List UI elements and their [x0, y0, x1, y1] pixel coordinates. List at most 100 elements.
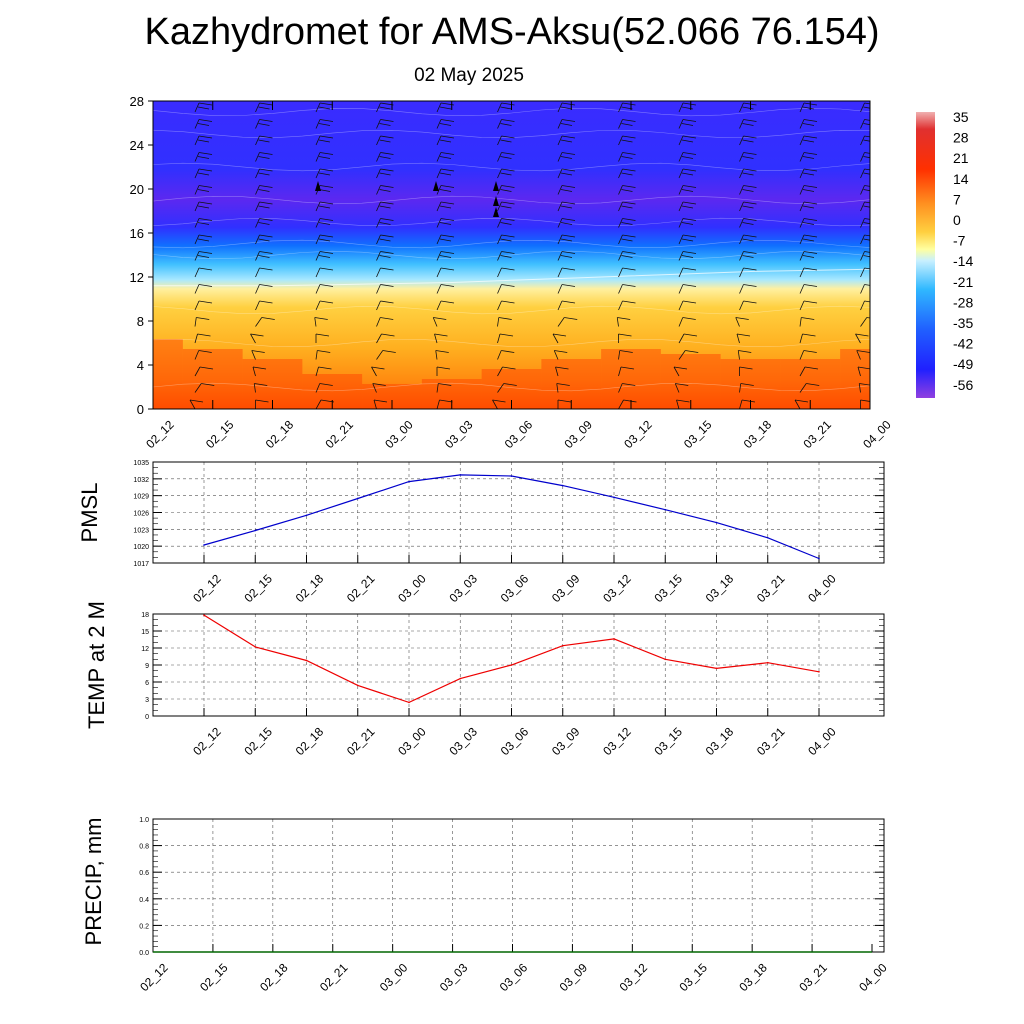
wind-barb-feather — [561, 119, 576, 122]
wind-barb-feather — [319, 284, 334, 287]
y-tick-label: 1029 — [133, 494, 149, 501]
wind-barb-feather — [198, 168, 213, 172]
wind-barb-staff — [856, 350, 861, 360]
wind-barb-staff — [497, 135, 502, 146]
wind-barb-feather — [863, 106, 870, 109]
wind-barb-feather — [439, 205, 452, 209]
wind-barb-feather — [198, 350, 212, 353]
wind-barb-feather — [857, 366, 870, 370]
wind-barb-staff — [250, 333, 256, 344]
wind-barb-feather — [802, 156, 815, 159]
wind-barb-staff — [678, 317, 684, 327]
data-point — [408, 480, 410, 483]
wind-barb-staff — [799, 366, 806, 377]
wind-barb-feather — [866, 317, 870, 319]
wind-barb-staff — [194, 135, 200, 146]
wind-barb-feather — [500, 172, 512, 176]
colorbar-label: -35 — [953, 315, 973, 331]
wind-barb-staff — [678, 119, 684, 129]
y-tick-label: 28 — [130, 94, 144, 109]
wind-barb-feather — [319, 383, 333, 386]
wind-barb-staff — [799, 218, 805, 228]
wind-barb-feather — [318, 172, 331, 176]
wind-barb-feather — [319, 102, 334, 106]
wind-barb-feather — [379, 255, 391, 258]
x-tick-label: 03_00 — [382, 417, 416, 451]
wind-barb-staff — [799, 284, 805, 294]
x-tick-label: 03_12 — [600, 724, 634, 758]
wind-barb-staff — [557, 168, 563, 179]
y-axis-title: TEMP at 2 M — [84, 601, 109, 729]
temperature-cross-section: 0 4 8 12 16 20 24 28 02_12 02_15 02_18 02_21 03_00 03… — [130, 94, 894, 451]
wind-barb-feather — [258, 106, 270, 110]
wind-barb-staff — [618, 383, 623, 393]
page-title: Kazhydromet for AMS-Aksu(52.066 76.154) — [144, 11, 880, 53]
x-tick-label: 03_18 — [703, 571, 737, 605]
wind-barb-feather — [258, 189, 270, 192]
wind-barb-staff — [860, 135, 865, 146]
wind-barb-staff — [255, 317, 263, 327]
wind-barb-feather — [379, 238, 391, 242]
wind-barb-staff — [618, 267, 623, 278]
wind-barb-feather — [501, 102, 515, 106]
wind-barb-feather — [681, 123, 694, 126]
wind-barb-staff — [739, 267, 744, 278]
wind-barb-feather — [802, 172, 815, 176]
wind-barb-staff — [557, 119, 563, 129]
wind-barb-feather — [319, 201, 334, 205]
wind-barb-staff — [194, 201, 200, 212]
y-tick-label: 20 — [130, 182, 144, 197]
wind-barb-feather — [622, 234, 636, 238]
wind-barb-feather — [439, 238, 452, 242]
data-point — [766, 536, 769, 539]
wind-barb-staff — [860, 251, 865, 261]
y-tick-label: 8 — [137, 314, 144, 329]
wind-barb-feather — [864, 218, 870, 220]
x-tick-label: 03_06 — [498, 571, 532, 605]
wind-barb-staff — [799, 251, 805, 261]
wind-barb-staff — [618, 366, 622, 377]
wind-barb-feather — [802, 139, 815, 143]
wind-barb-feather — [557, 399, 572, 403]
wind-barb-feather — [621, 139, 633, 143]
y-tick-label: 16 — [130, 226, 144, 241]
wind-barb-staff — [315, 168, 321, 179]
wind-barb-staff — [194, 383, 202, 393]
x-tick-label: 02_18 — [293, 724, 327, 758]
wind-barb-feather — [681, 222, 694, 225]
wind-barb-staff — [255, 201, 260, 212]
wind-barb-feather — [380, 218, 394, 221]
wind-barb-staff — [739, 399, 743, 409]
wind-barb-staff — [678, 300, 684, 311]
wind-barb-feather — [864, 251, 870, 253]
wind-barb-feather — [561, 218, 576, 221]
wind-barb-feather — [380, 284, 394, 287]
wind-pennant — [315, 181, 321, 191]
wind-barb-feather — [864, 300, 870, 303]
wind-barb-feather — [258, 238, 270, 242]
wind-barb-feather — [501, 234, 515, 238]
temperature-contour — [153, 305, 870, 315]
wind-barb-staff — [799, 234, 805, 245]
wind-barb-staff — [860, 317, 868, 327]
wind-barb-feather — [740, 383, 754, 386]
wind-barb-staff — [799, 383, 807, 393]
wind-pennant — [493, 196, 499, 206]
wind-barb-feather — [682, 284, 697, 287]
data-point — [305, 514, 308, 517]
wind-barb-feather — [197, 139, 210, 143]
wind-barb-feather — [560, 222, 573, 225]
wind-barb-staff — [376, 333, 382, 344]
wind-barb-feather — [498, 317, 512, 320]
wind-barb-feather — [318, 139, 331, 143]
wind-barb-staff — [678, 135, 684, 146]
wind-barb-feather — [682, 185, 697, 188]
data-point — [561, 484, 564, 487]
wind-barb-staff — [194, 284, 200, 294]
wind-barb-feather — [439, 222, 452, 225]
wind-barb-staff — [618, 185, 623, 195]
data-point — [715, 521, 718, 524]
y-tick-label: 1032 — [133, 477, 149, 484]
wind-barb-feather — [622, 267, 636, 271]
wind-barb-feather — [319, 168, 334, 172]
